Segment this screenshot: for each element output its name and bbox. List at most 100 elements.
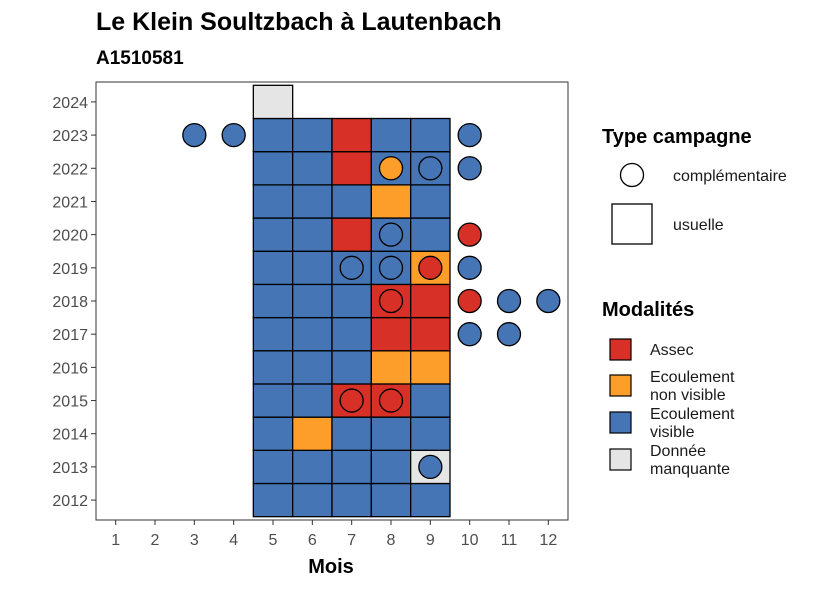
point-2022-10 — [457, 156, 482, 181]
x-tick-label: 9 — [426, 532, 435, 549]
cell-2020-6 — [292, 217, 333, 252]
cell-2021-9 — [410, 184, 451, 219]
point-2015-8 — [378, 388, 404, 413]
y-tick-label: 2024 — [52, 95, 88, 112]
point-2018-8 — [378, 288, 404, 314]
point-2013-9 — [418, 454, 443, 480]
cell-2012-7 — [331, 482, 372, 518]
legend-fill-swatch — [609, 338, 632, 361]
cell-2021-5 — [252, 184, 294, 219]
y-tick-label: 2013 — [52, 460, 88, 477]
cell-2019-5 — [252, 250, 294, 286]
point-2023-4 — [221, 122, 246, 148]
legend-square-key — [611, 203, 653, 245]
x-tick-label: 5 — [269, 532, 278, 549]
cell-2013-5 — [252, 449, 294, 485]
cell-2013-7 — [331, 449, 372, 485]
x-tick-label: 6 — [308, 532, 317, 549]
legend-shape-title: Type campagne — [602, 126, 752, 148]
cell-2021-8 — [370, 184, 412, 219]
y-tick-label: 2022 — [52, 161, 88, 178]
y-tick-label: 2023 — [52, 128, 88, 145]
cell-2016-7 — [331, 350, 372, 385]
cell-2014-7 — [331, 416, 372, 451]
y-tick-label: 2017 — [52, 327, 88, 344]
point-2018-11 — [496, 288, 522, 314]
cell-2016-6 — [292, 350, 333, 385]
cell-2022-6 — [292, 151, 333, 186]
cell-2017-8 — [370, 316, 412, 352]
cell-2014-9 — [410, 416, 451, 451]
legend-shapes: complémentaire usuelle — [611, 162, 787, 245]
legend-fill-swatch — [609, 448, 632, 471]
cell-2017-7 — [331, 316, 372, 352]
x-tick-label: 12 — [539, 532, 557, 549]
legend-fill-label: Ecoulement visible — [650, 406, 735, 441]
x-tick-label: 8 — [387, 532, 396, 549]
point-2020-10 — [457, 222, 482, 247]
cell-2012-5 — [252, 482, 294, 518]
cell-2017-9 — [410, 316, 451, 352]
cell-2016-8 — [370, 350, 412, 385]
y-tick-label: 2015 — [52, 394, 88, 411]
point-2023-10 — [457, 122, 482, 148]
x-tick-label: 11 — [501, 532, 518, 549]
y-tick-label: 2018 — [52, 294, 88, 311]
y-tick-label: 2020 — [52, 228, 88, 245]
legend-fill-label: Donnée manquante — [650, 443, 730, 478]
cell-2022-7 — [331, 151, 372, 186]
cell-2023-8 — [370, 117, 412, 153]
point-2019-9 — [418, 255, 443, 280]
cell-2016-5 — [252, 350, 294, 385]
x-tick-label: 7 — [347, 532, 356, 549]
x-tick-label: 4 — [229, 532, 238, 549]
cell-2023-7 — [331, 117, 372, 153]
cell-2023-9 — [410, 117, 451, 153]
point-2017-10 — [457, 322, 482, 347]
cell-2015-9 — [410, 383, 451, 418]
cell-2020-5 — [252, 217, 294, 252]
x-tick-label: 10 — [461, 532, 479, 549]
cell-2015-6 — [292, 383, 333, 418]
cell-2013-6 — [292, 449, 333, 485]
legend-fill-title: Modalités — [602, 299, 694, 321]
cell-2018-9 — [410, 283, 451, 319]
y-tick-label: 2016 — [52, 360, 88, 377]
cell-2022-5 — [252, 151, 294, 186]
point-2018-12 — [536, 288, 561, 314]
point-2023-3 — [182, 122, 207, 148]
cell-2014-5 — [252, 416, 294, 451]
cell-2014-6 — [292, 416, 333, 451]
x-tick-label: 1 — [111, 532, 120, 549]
point-2020-8 — [378, 222, 404, 247]
cell-2018-7 — [331, 283, 372, 319]
legend-fill-label: Assec — [650, 342, 694, 359]
chart-subtitle: A1510581 — [96, 48, 184, 69]
legend-fill-swatch — [609, 411, 632, 434]
chart-title: Le Klein Soultzbach à Lautenbach — [96, 8, 502, 36]
y-tick-label: 2021 — [52, 194, 88, 211]
points-layer — [182, 122, 561, 480]
cell-2023-6 — [292, 117, 333, 153]
legend-shape-label: usuelle — [673, 217, 724, 234]
cell-2012-9 — [410, 482, 451, 518]
axis-layer: 1 2 3 4 5 6 7 8 9 10 11 122012201320142015201620172… — [52, 95, 557, 549]
point-2018-10 — [457, 288, 482, 314]
x-axis-title: Mois — [308, 556, 354, 578]
legend-circle-key — [619, 162, 645, 188]
cell-2017-6 — [292, 316, 333, 352]
point-2019-8 — [378, 255, 404, 280]
cell-2019-6 — [292, 250, 333, 286]
cells-layer — [252, 84, 451, 518]
point-2019-10 — [457, 255, 482, 280]
cell-2012-8 — [370, 482, 412, 518]
point-2015-7 — [339, 388, 364, 413]
cell-2021-6 — [292, 184, 333, 219]
legend-fill-label: Ecoulement non visible — [650, 369, 735, 404]
cell-2012-6 — [292, 482, 333, 518]
cell-2023-5 — [252, 117, 294, 153]
point-2019-7 — [339, 255, 364, 280]
cell-2024-5 — [252, 84, 294, 120]
